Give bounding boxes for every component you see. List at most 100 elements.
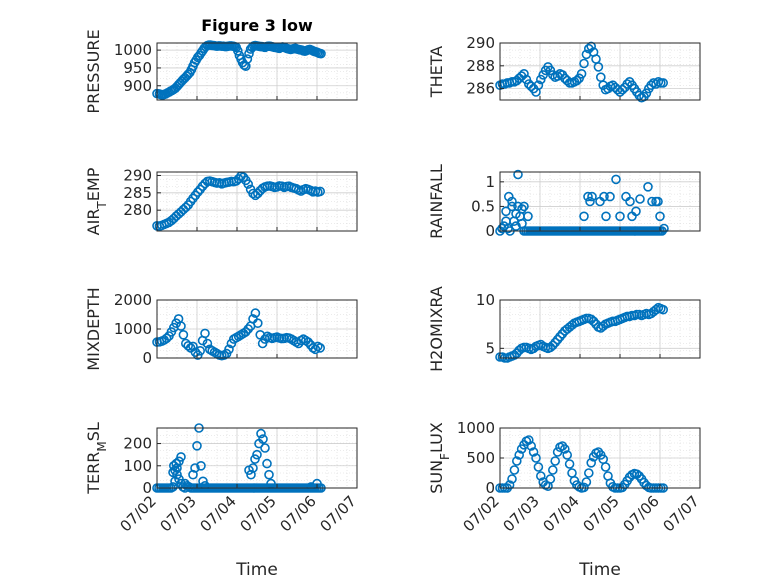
data-point: [562, 450, 573, 460]
data-point: [571, 75, 582, 86]
data-point: [243, 324, 253, 334]
y-axis-label: H2OMIXRA: [427, 286, 446, 372]
data-point: [174, 456, 184, 467]
data-point: [547, 465, 558, 475]
data-point: [531, 453, 541, 463]
data-point: [523, 435, 534, 445]
data-point: [647, 196, 657, 207]
data-point: [258, 434, 268, 444]
data-point: [242, 54, 253, 64]
data-point: [168, 482, 178, 492]
data-point: [315, 343, 326, 353]
x-axis-label-right: Time: [578, 560, 621, 580]
data-point: [511, 209, 521, 219]
data-point: [252, 318, 263, 329]
data-point: [579, 58, 589, 69]
data-point: [504, 480, 515, 490]
figure-title: Figure 3 low: [201, 16, 313, 35]
y-axis-label: MIXDEPTH: [84, 287, 103, 370]
data-point: [511, 456, 522, 466]
data-point: [195, 345, 205, 356]
data-point: [641, 88, 652, 98]
axes-box: [156, 171, 358, 232]
data-point: [599, 191, 609, 202]
data-point: [197, 181, 208, 191]
data-point: [564, 459, 575, 469]
data-point: [658, 304, 669, 315]
data-point: [170, 465, 180, 476]
y-tick-label: 280: [123, 201, 152, 219]
data-point: [545, 342, 556, 353]
data-point: [550, 337, 561, 348]
data-point: [264, 469, 274, 480]
data-point: [188, 469, 198, 480]
y-tick-label: 0: [142, 479, 152, 497]
data-point: [615, 211, 625, 222]
data-point: [586, 457, 597, 468]
data-point: [583, 191, 593, 202]
data-point: [501, 206, 511, 217]
data-point: [200, 328, 210, 339]
data-point: [581, 477, 592, 487]
data-point: [161, 333, 172, 344]
data-point: [202, 338, 213, 349]
data-point: [519, 69, 529, 79]
data-point: [528, 343, 539, 354]
data-point: [252, 449, 262, 460]
data-point: [622, 79, 633, 89]
data-point: [316, 48, 326, 59]
data-point: [585, 196, 595, 207]
data-point: [514, 450, 525, 460]
data-point: [509, 350, 520, 360]
data-point: [579, 211, 589, 222]
subplot-rainfall: 0 0.5 1 RAINFALL: [427, 164, 701, 240]
data-point: [625, 196, 635, 207]
y-tick-label: 950: [123, 59, 152, 77]
data-point: [181, 202, 191, 213]
data-point: [533, 462, 544, 472]
data-point: [509, 465, 520, 475]
x-axis-label-left: Time: [235, 560, 278, 580]
data-point: [174, 474, 184, 484]
axes-box: [499, 299, 701, 359]
data-point: [631, 469, 642, 480]
y-tick-label: 900: [123, 77, 152, 95]
data-point: [178, 329, 189, 340]
axes-box: [499, 171, 701, 232]
data-point: [555, 331, 565, 342]
y-tick-label: 290: [466, 34, 495, 52]
subplot-theta: 286 288 290 THETA: [427, 34, 701, 103]
y-tick-label: 0.5: [471, 197, 495, 215]
data-point: [190, 347, 201, 358]
y-tick-label: 288: [466, 57, 495, 75]
data-point: [557, 328, 568, 339]
subplot-h2omixra: 5 10 H2OMIXRA: [427, 286, 701, 372]
data-point: [507, 201, 517, 212]
y-tick-label: 0: [485, 479, 495, 497]
data-point: [601, 211, 611, 222]
data-point: [653, 196, 663, 207]
data-point: [535, 339, 546, 350]
data-point: [246, 469, 256, 480]
data-point: [631, 206, 641, 217]
data-point: [188, 341, 198, 352]
data-point: [250, 454, 260, 464]
y-tick-label: 100: [123, 457, 152, 475]
data-point: [243, 179, 253, 189]
data-point: [176, 321, 186, 331]
data-point: [545, 474, 556, 484]
data-point: [598, 321, 609, 331]
data-point: [231, 176, 241, 186]
data-point: [192, 440, 202, 451]
y-axis-label: PRESSURE: [84, 29, 103, 113]
subplot-mixdepth: 0 1000 2000 MIXDEPTH: [84, 287, 358, 371]
data-point: [658, 78, 669, 88]
data-point: [547, 340, 558, 351]
y-tick-label: 500: [466, 449, 495, 467]
data-point: [256, 428, 266, 439]
data-point: [171, 458, 181, 469]
data-point: [248, 463, 258, 473]
